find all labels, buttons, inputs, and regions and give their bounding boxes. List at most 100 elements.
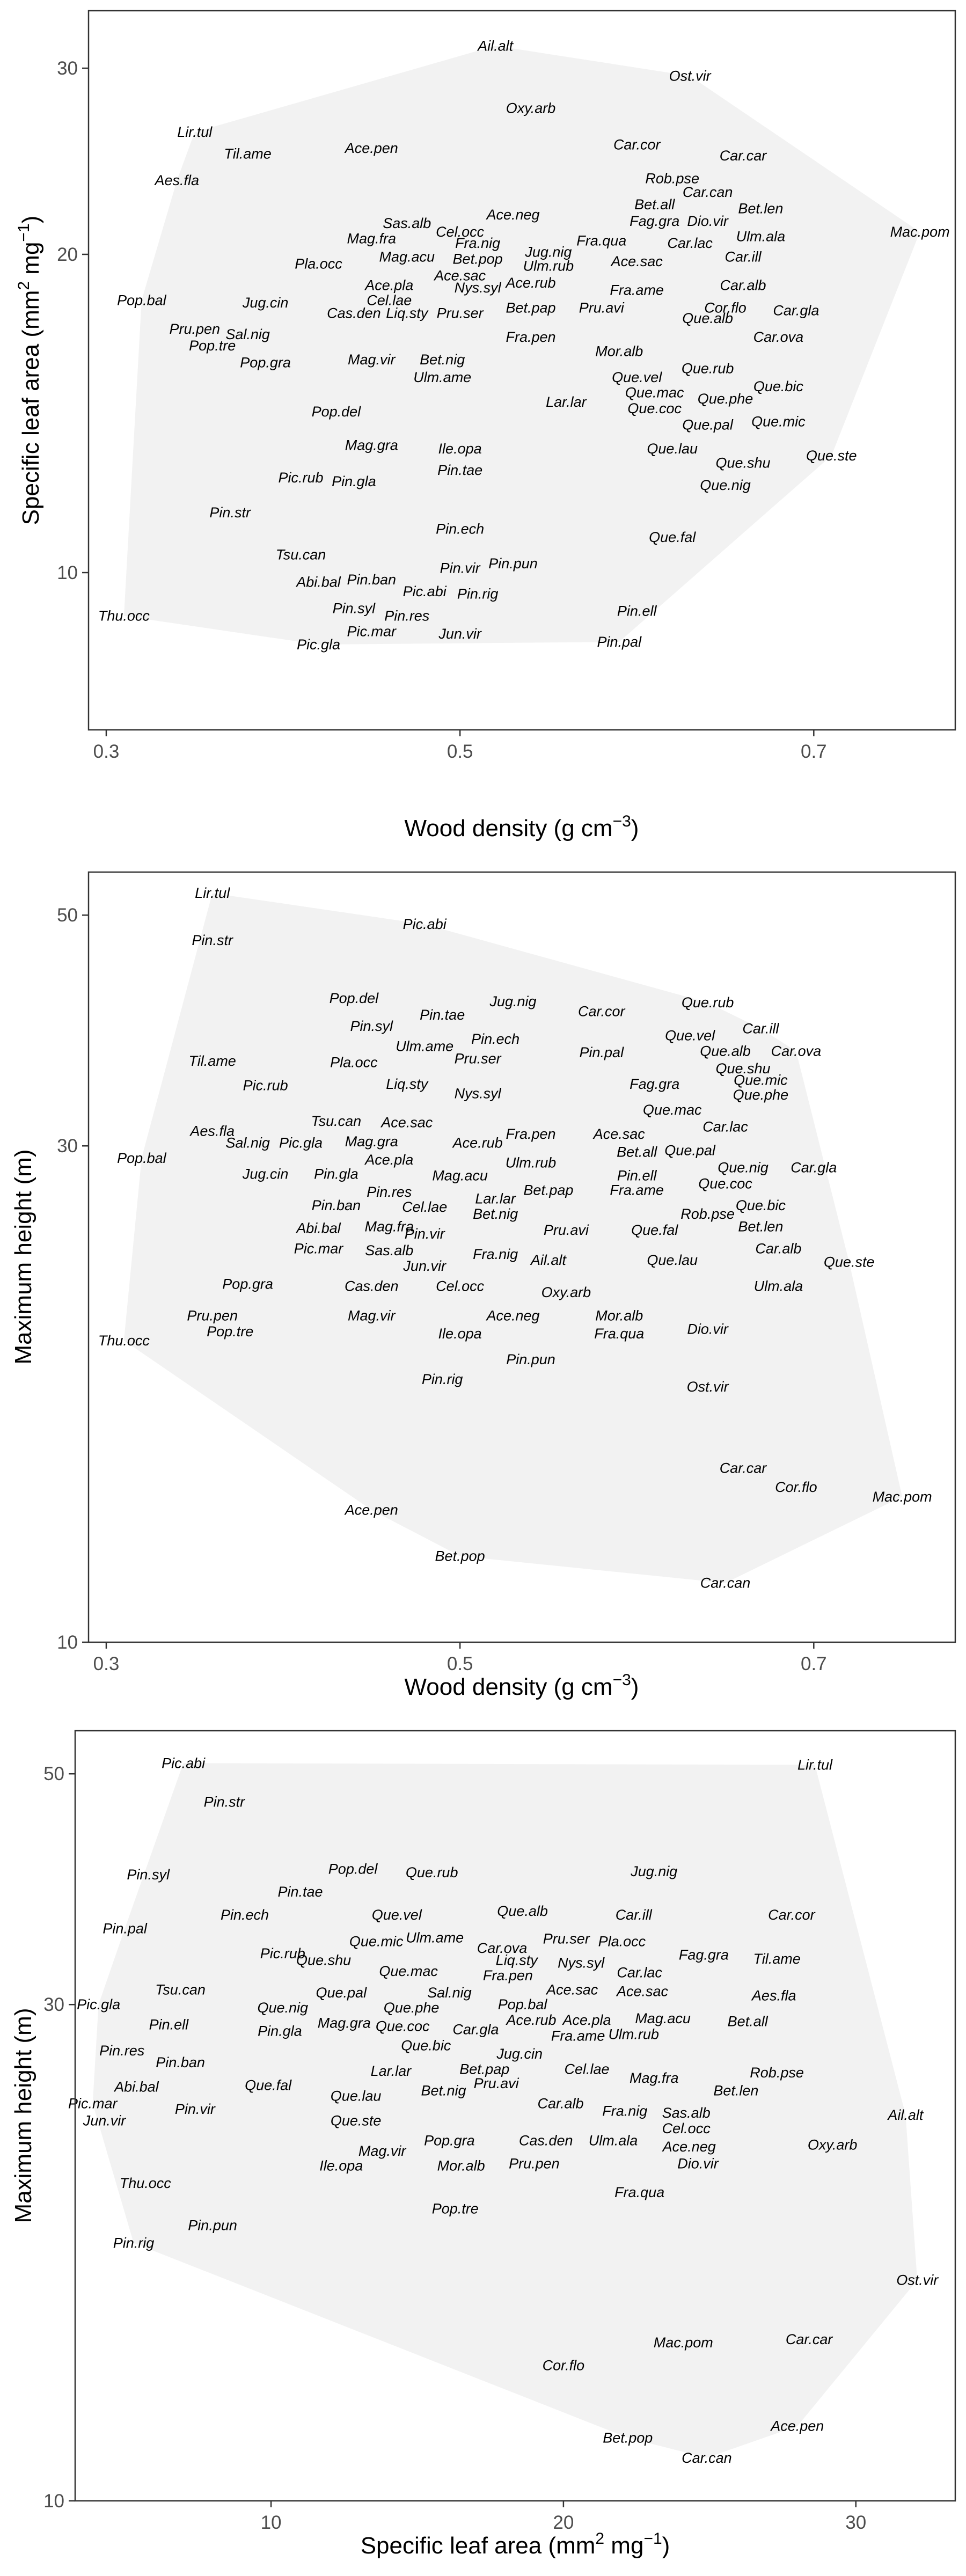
point-label-jug-nig: Jug.nig	[524, 244, 572, 260]
point-label-pru-ser: Pru.ser	[455, 1051, 502, 1067]
point-label-abi-bal: Abi.bal	[295, 1220, 341, 1236]
point-label-pin-gla: Pin.gla	[258, 2023, 302, 2039]
point-label-fag-gra: Fag.gra	[679, 1946, 729, 1963]
point-label-pin-ban: Pin.ban	[347, 572, 397, 588]
x-tick-label: 30	[845, 2512, 866, 2533]
point-label-cel-lae: Cel.lae	[367, 292, 412, 308]
point-label-oxy-arb: Oxy.arb	[541, 1284, 591, 1300]
panel-3-y-axis: 10 30 50	[43, 1763, 75, 2512]
point-label-que-phe: Que.phe	[733, 1087, 789, 1103]
point-label-pru-pen: Pru.pen	[170, 321, 221, 337]
point-label-pic-abi: Pic.abi	[403, 916, 447, 932]
point-label-pic-rub: Pic.rub	[278, 470, 323, 486]
point-label-fag-gra: Fag.gra	[630, 1076, 679, 1092]
panel-2-x-label-end: )	[631, 1674, 639, 1700]
point-label-pin-rig: Pin.rig	[457, 586, 499, 602]
point-label-car-gla: Car.gla	[791, 1160, 837, 1176]
point-label-nys-syl: Nys.syl	[455, 1085, 502, 1101]
point-label-jun-vir: Jun.vir	[402, 1258, 447, 1274]
x-tick-label: 0.7	[801, 741, 827, 762]
point-label-pin-ech: Pin.ech	[471, 1031, 519, 1047]
panel-1-x-label-main: Wood density (g cm	[405, 815, 613, 841]
point-label-sal-nig: Sal.nig	[225, 326, 270, 342]
panel-1-y-label-c: )	[18, 216, 44, 224]
point-label-ile-opa: Ile.opa	[438, 1326, 482, 1342]
point-label-pin-vir: Pin.vir	[440, 560, 481, 576]
point-label-que-rub: Que.rub	[406, 1864, 458, 1880]
point-label-que-phe: Que.phe	[384, 2000, 440, 2016]
point-label-que-rub: Que.rub	[682, 994, 734, 1011]
point-label-pin-ban: Pin.ban	[312, 1197, 361, 1213]
point-label-sal-nig: Sal.nig	[225, 1135, 270, 1151]
point-label-thu-occ: Thu.occ	[98, 608, 150, 624]
y-tick-label: 30	[57, 1136, 78, 1157]
point-label-car-gla: Car.gla	[773, 303, 819, 319]
point-label-mag-fra: Mag.fra	[630, 2070, 679, 2086]
point-label-pin-syl: Pin.syl	[333, 601, 376, 617]
y-tick-label: 10	[57, 562, 78, 583]
point-label-mag-gra: Mag.gra	[345, 437, 398, 453]
point-label-pin-ech: Pin.ech	[221, 1907, 269, 1923]
point-label-cel-occ: Cel.occ	[662, 2120, 711, 2136]
point-label-bet-pap: Bet.pap	[459, 2061, 509, 2077]
point-label-ulm-ala: Ulm.ala	[589, 2133, 638, 2149]
x-tick-label: 20	[553, 2512, 574, 2533]
point-label-que-ste: Que.ste	[806, 448, 857, 464]
point-label-pru-avi: Pru.avi	[579, 300, 625, 316]
point-label-pin-pal: Pin.pal	[597, 634, 642, 650]
point-label-pop-del: Pop.del	[328, 1861, 378, 1877]
point-label-ost-vir: Ost.vir	[669, 68, 712, 84]
point-label-pop-tre: Pop.tre	[207, 1323, 253, 1340]
point-label-oxy-arb: Oxy.arb	[808, 2136, 858, 2153]
point-label-pru-avi: Pru.avi	[544, 1222, 589, 1238]
x-tick-label: 10	[261, 2512, 282, 2533]
point-label-pin-vir: Pin.vir	[175, 2101, 216, 2117]
point-label-cor-flo: Cor.flo	[775, 1479, 817, 1495]
panel-2-hull	[123, 893, 903, 1583]
point-label-car-can: Car.can	[682, 2450, 732, 2466]
point-label-que-bic: Que.bic	[736, 1197, 786, 1213]
point-label-lar-lar: Lar.lar	[475, 1190, 516, 1206]
point-label-car-can: Car.can	[683, 184, 733, 200]
point-label-pin-pun: Pin.pun	[188, 2218, 237, 2234]
point-label-pla-occ: Pla.occ	[598, 1934, 646, 1950]
point-label-ace-sac: Ace.sac	[380, 1115, 433, 1131]
point-label-fra-qua: Fra.qua	[594, 1326, 644, 1342]
point-label-mor-alb: Mor.alb	[595, 343, 643, 359]
point-label-que-fal: Que.fal	[649, 529, 696, 545]
point-label-cor-flo: Cor.flo	[704, 300, 747, 316]
point-label-que-ste: Que.ste	[331, 2113, 382, 2129]
point-label-bet-nig: Bet.nig	[473, 1206, 518, 1222]
point-label-ost-vir: Ost.vir	[687, 1379, 729, 1395]
point-label-lir-tul: Lir.tul	[797, 1757, 833, 1773]
point-label-car-car: Car.car	[786, 2331, 833, 2347]
point-label-pop-bal: Pop.bal	[498, 1996, 548, 2012]
panel-3: Pic.abi Lir.tul Pin.str Pin.syl Pop.del Que.r…	[10, 1730, 956, 2559]
y-tick-label: 10	[57, 1632, 78, 1653]
point-label-pin-str: Pin.str	[209, 504, 251, 521]
point-label-thu-occ: Thu.occ	[98, 1333, 150, 1349]
point-label-pin-pun: Pin.pun	[506, 1351, 555, 1367]
panel-2-x-label-sup: −3	[613, 1671, 631, 1689]
point-label-nys-syl: Nys.syl	[558, 1955, 605, 1971]
point-label-pin-tae: Pin.tae	[420, 1007, 465, 1023]
y-tick-label: 50	[43, 1763, 64, 1784]
panel-3-x-label: Specific leaf area (mm2 mg−1)	[361, 2530, 670, 2559]
point-label-que-vel: Que.vel	[612, 369, 662, 385]
point-label-que-mic: Que.mic	[751, 413, 806, 429]
point-label-dio-vir: Dio.vir	[677, 2156, 719, 2172]
panel-3-hull	[92, 1763, 918, 2458]
point-label-rob-pse: Rob.pse	[750, 2065, 804, 2081]
point-label-pop-del: Pop.del	[330, 990, 379, 1006]
point-label-liq-sty: Liq.sty	[496, 1952, 539, 1968]
point-label-fra-pen: Fra.pen	[506, 329, 555, 345]
panel-2-x-label: Wood density (g cm−3)	[405, 1671, 639, 1700]
point-label-sal-nig: Sal.nig	[427, 1985, 472, 2001]
point-label-pin-rig: Pin.rig	[422, 1371, 463, 1387]
point-label-mag-vir: Mag.vir	[358, 2143, 407, 2159]
point-label-ace-pla: Ace.pla	[561, 2012, 611, 2028]
y-tick-label: 50	[57, 905, 78, 926]
point-label-ail-alt: Ail.alt	[477, 38, 514, 54]
point-label-cor-flo: Cor.flo	[543, 2357, 585, 2373]
